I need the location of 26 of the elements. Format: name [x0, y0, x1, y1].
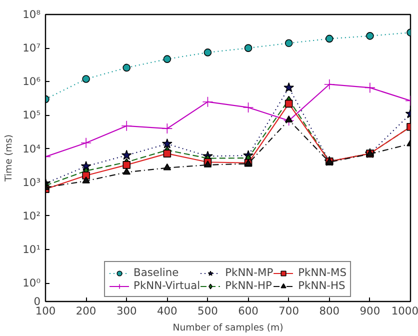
legend-label: PkNN-HP — [225, 279, 272, 292]
legend-label: Baseline — [134, 266, 179, 279]
x-tick-label: 700 — [278, 304, 300, 318]
y-tick-label: 10¹ — [22, 242, 41, 256]
y-tick-label: 10⁶ — [22, 75, 41, 88]
x-axis-title: Number of samples (m) — [172, 322, 284, 334]
y-tick-label: 10⁰ — [22, 276, 41, 290]
x-tick-label: 1000 — [391, 304, 418, 318]
legend-label: PkNN-Virtual — [134, 279, 200, 292]
x-tick-label: 600 — [238, 304, 259, 318]
x-tick-label: 300 — [116, 304, 137, 318]
x-tick-label: 400 — [156, 304, 178, 318]
legend-label: PkNN-MP — [225, 266, 274, 279]
y-tick-label: 10³ — [22, 176, 41, 189]
legend-label: PkNN-HS — [298, 279, 346, 292]
y-tick-label: 10⁴ — [22, 142, 41, 156]
x-tick-label: 800 — [319, 304, 340, 318]
x-tick-label: 200 — [76, 304, 96, 318]
y-axis-title: Time (ms) — [4, 134, 15, 183]
x-tick-label: 500 — [198, 304, 218, 318]
legend-label: PkNN-MS — [298, 266, 346, 279]
x-tick-label: 900 — [360, 304, 380, 318]
y-tick-label: 10² — [22, 209, 41, 222]
y-tick-label: 10⁵ — [22, 108, 41, 122]
y-tick-label: 10⁸ — [22, 8, 41, 21]
y-tick-label: 10⁷ — [22, 42, 41, 55]
